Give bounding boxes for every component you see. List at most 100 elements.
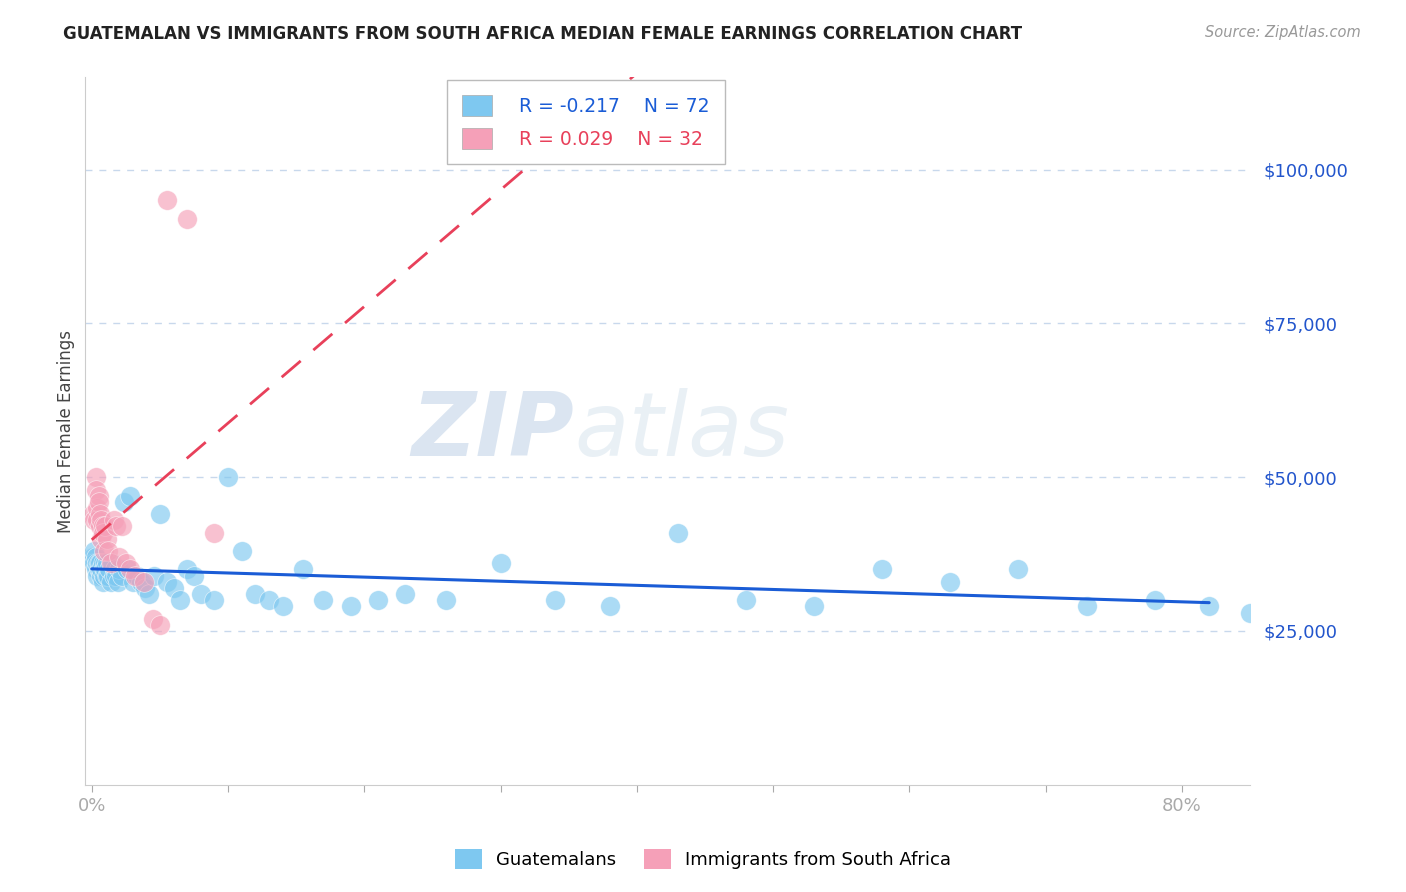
Point [231,544,253,558]
Point [734,593,756,607]
Point [367,593,389,607]
Point [1076,599,1098,614]
Point [100,574,122,589]
Point [434,593,457,607]
Point [96,568,118,582]
Point [1198,599,1220,614]
Point [84,483,107,497]
Point [245,587,267,601]
Point [91,557,114,571]
Point [156,574,179,589]
Point [114,557,136,571]
Point [115,562,138,576]
Point [97,544,120,558]
Point [87,489,110,503]
Point [190,587,212,601]
Legend:   R = -0.217    N = 72,   R = 0.029    N = 32: R = -0.217 N = 72, R = 0.029 N = 32 [447,79,724,164]
Point [96,532,118,546]
Point [1007,562,1029,576]
Point [84,550,107,565]
Text: Source: ZipAtlas.com: Source: ZipAtlas.com [1205,25,1361,40]
Point [291,562,314,576]
Point [169,593,191,607]
Point [82,550,104,565]
Point [138,587,160,601]
Point [82,507,104,521]
Point [599,599,621,614]
Legend: Guatemalans, Immigrants from South Africa: Guatemalans, Immigrants from South Afric… [446,839,960,879]
Point [84,562,107,576]
Point [666,525,689,540]
Point [143,568,166,582]
Point [103,568,125,582]
Point [257,593,280,607]
Point [86,568,108,582]
Point [94,562,117,576]
Point [94,519,117,533]
Point [91,574,114,589]
Point [125,568,148,582]
Point [162,581,184,595]
Point [156,194,179,208]
Point [132,574,155,589]
Point [93,544,115,558]
Point [118,562,141,576]
Point [104,562,127,576]
Point [271,599,294,614]
Point [489,557,512,571]
Point [105,519,128,533]
Point [108,550,131,565]
Point [1239,606,1261,620]
Point [134,581,156,595]
Text: ZIP: ZIP [412,388,574,475]
Point [89,519,111,533]
Point [1143,593,1166,607]
Point [124,568,146,582]
Point [84,470,107,484]
Point [129,574,152,589]
Point [107,574,129,589]
Point [101,557,124,571]
Point [93,568,115,582]
Point [202,593,225,607]
Text: atlas: atlas [574,388,789,474]
Point [803,599,825,614]
Point [149,617,172,632]
Point [83,544,105,558]
Point [105,568,128,582]
Point [90,568,112,582]
Point [111,568,134,582]
Point [108,562,131,576]
Point [87,495,110,509]
Point [91,519,114,533]
Point [149,507,172,521]
Point [90,513,112,527]
Point [90,562,112,576]
Point [544,593,567,607]
Point [86,500,108,515]
Point [312,593,335,607]
Point [94,557,117,571]
Point [89,562,111,576]
Point [91,525,114,540]
Point [121,574,143,589]
Point [89,507,111,521]
Point [93,562,115,576]
Point [98,562,121,576]
Point [118,489,141,503]
Point [100,557,122,571]
Point [89,557,111,571]
Point [90,532,112,546]
Point [183,568,205,582]
Point [97,568,120,582]
Point [86,513,108,527]
Point [103,513,125,527]
Point [176,562,198,576]
Point [939,574,962,589]
Point [87,562,110,576]
Point [83,513,105,527]
Text: GUATEMALAN VS IMMIGRANTS FROM SOUTH AFRICA MEDIAN FEMALE EARNINGS CORRELATION CH: GUATEMALAN VS IMMIGRANTS FROM SOUTH AFRI… [63,25,1022,43]
Point [870,562,893,576]
Point [96,557,118,571]
Y-axis label: Median Female Earnings: Median Female Earnings [58,330,75,533]
